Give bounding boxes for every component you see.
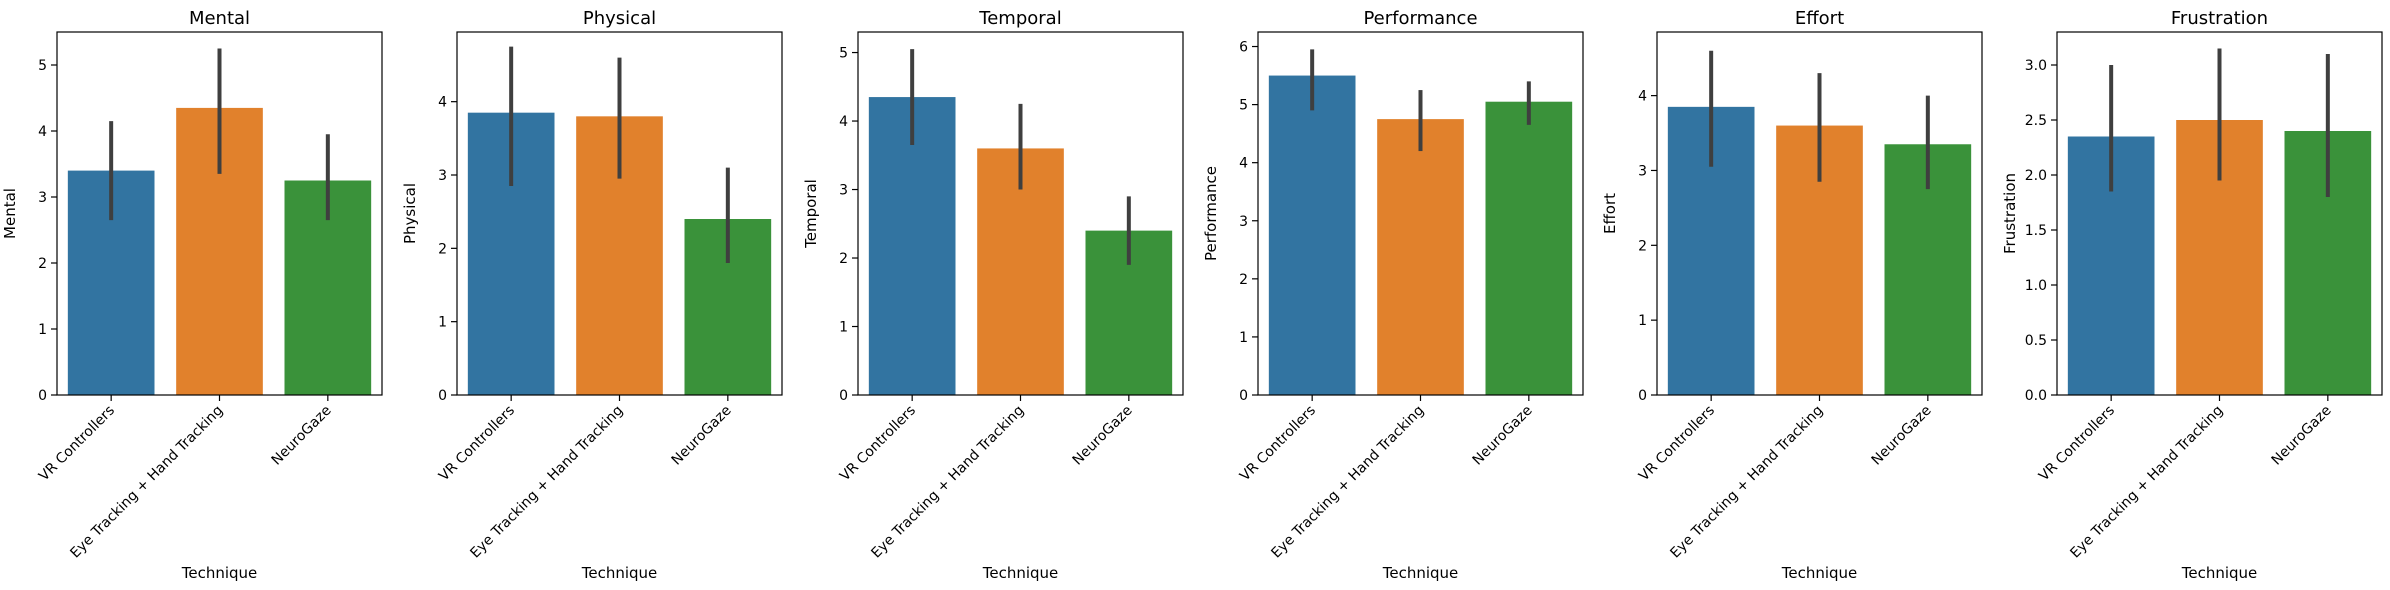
x-tick-label: VR Controllers xyxy=(1636,403,1718,485)
chart-title: Temporal xyxy=(978,8,1061,29)
y-tick-label: 2.5 xyxy=(2025,113,2047,129)
x-tick-label: VR Controllers xyxy=(2036,403,2118,485)
y-tick-label: 1.0 xyxy=(2025,278,2047,294)
x-axis-label: Technique xyxy=(982,564,1059,582)
x-axis-label: Technique xyxy=(1781,564,1858,582)
y-tick-label: 4 xyxy=(1638,89,1647,105)
chart-title: Physical xyxy=(583,8,656,29)
x-axis-label: Technique xyxy=(581,564,658,582)
x-axis-label: Technique xyxy=(2181,564,2258,582)
y-tick-label: 3 xyxy=(1638,163,1647,179)
x-tick-label: NeuroGaze xyxy=(1869,403,1935,469)
y-tick-label: 2 xyxy=(38,256,47,272)
x-tick-label: VR Controllers xyxy=(837,403,919,485)
y-tick-label: 3 xyxy=(38,190,47,206)
y-tick-label: 0 xyxy=(839,388,848,404)
x-tick-label: NeuroGaze xyxy=(2269,403,2335,469)
y-tick-label: 3 xyxy=(438,168,447,184)
x-tick-label: NeuroGaze xyxy=(1070,403,1136,469)
y-axis-label: Temporal xyxy=(802,179,820,249)
y-tick-label: 2 xyxy=(438,241,447,257)
y-axis-label: Effort xyxy=(1601,193,1619,234)
y-tick-label: 4 xyxy=(38,124,47,140)
x-tick-label: VR Controllers xyxy=(1237,403,1319,485)
y-axis-label: Physical xyxy=(401,183,419,244)
y-tick-label: 2 xyxy=(1239,272,1248,288)
y-tick-label: 6 xyxy=(1239,40,1248,56)
x-tick-label: NeuroGaze xyxy=(269,403,335,469)
y-tick-label: 1 xyxy=(1638,313,1647,329)
chart-title: Frustration xyxy=(2171,8,2268,29)
y-tick-label: 0 xyxy=(438,388,447,404)
y-tick-label: 1.5 xyxy=(2025,223,2047,239)
bar xyxy=(1377,119,1464,396)
y-tick-label: 0 xyxy=(1239,388,1248,404)
x-axis-label: Technique xyxy=(1382,564,1459,582)
y-tick-label: 2.0 xyxy=(2025,168,2047,184)
y-axis-label: Mental xyxy=(1,188,19,239)
y-tick-label: 1 xyxy=(839,320,848,336)
y-tick-label: 0 xyxy=(1638,388,1647,404)
y-tick-label: 0.5 xyxy=(2025,333,2047,349)
chart-title: Effort xyxy=(1795,8,1844,29)
y-tick-label: 1 xyxy=(438,315,447,331)
y-tick-label: 4 xyxy=(438,95,447,111)
y-tick-label: 3 xyxy=(1239,214,1248,230)
x-axis-label: Technique xyxy=(181,564,258,582)
y-tick-label: 2 xyxy=(839,251,848,267)
y-tick-label: 0 xyxy=(38,388,47,404)
y-tick-label: 1 xyxy=(38,322,47,338)
y-tick-label: 5 xyxy=(38,58,47,74)
x-tick-label: NeuroGaze xyxy=(669,403,735,469)
bar xyxy=(868,97,956,395)
y-tick-label: 5 xyxy=(839,46,848,62)
bar xyxy=(1485,101,1573,395)
chart-title: Mental xyxy=(189,8,250,29)
y-tick-label: 0.0 xyxy=(2025,388,2047,404)
x-tick-label: VR Controllers xyxy=(36,403,118,485)
chart-title: Performance xyxy=(1363,8,1477,29)
y-tick-label: 5 xyxy=(1239,98,1248,114)
y-axis-label: Performance xyxy=(1202,166,1220,261)
y-axis-label: Frustration xyxy=(2001,173,2019,254)
y-tick-label: 2 xyxy=(1638,238,1647,254)
y-tick-label: 1 xyxy=(1239,330,1248,346)
x-tick-label: VR Controllers xyxy=(436,403,518,485)
x-tick-label: NeuroGaze xyxy=(1470,403,1536,469)
bar xyxy=(1268,75,1356,395)
y-tick-label: 4 xyxy=(1239,156,1248,172)
y-tick-label: 4 xyxy=(839,114,848,130)
y-tick-label: 3.0 xyxy=(2025,58,2047,74)
y-tick-label: 3 xyxy=(839,183,848,199)
